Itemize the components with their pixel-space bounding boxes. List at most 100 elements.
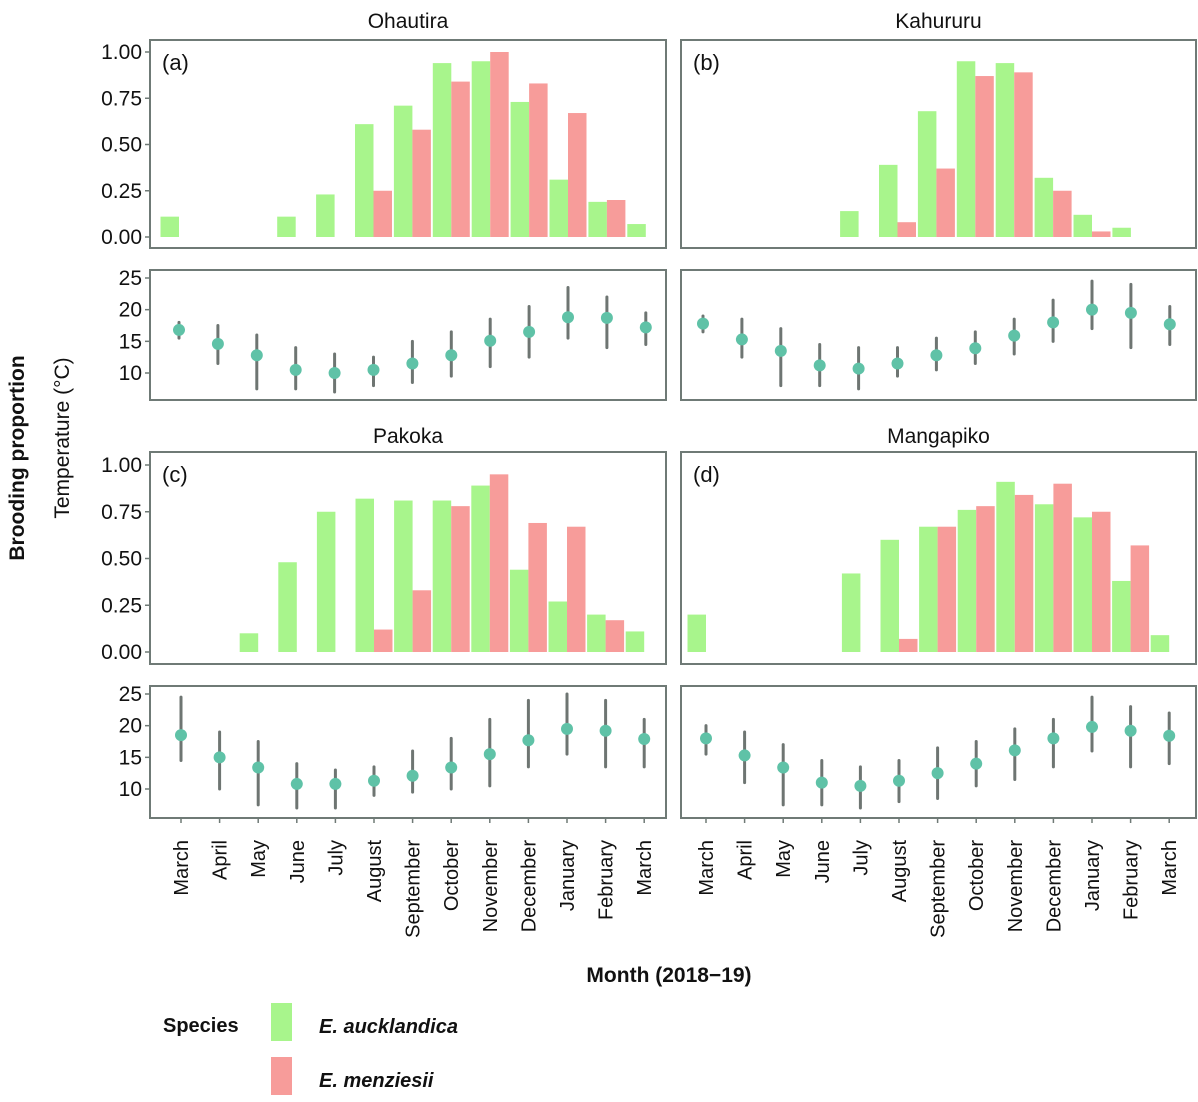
bar-aucklandica — [432, 500, 452, 652]
temperature-y-tick-label: 10 — [119, 362, 142, 385]
temp-mean-point — [969, 342, 982, 355]
month-tick-label: January — [557, 840, 579, 911]
bar-aucklandica — [841, 573, 861, 652]
brooding-y-tick-label: 1.00 — [101, 41, 142, 64]
bar-menziesii — [1130, 545, 1150, 652]
legend-label-menziesii: E. menziesii — [319, 1070, 434, 1092]
temp-mean-point — [1124, 306, 1137, 319]
temp-mean-point — [1008, 329, 1021, 342]
temp-mean-point — [250, 349, 263, 362]
bar-menziesii — [1014, 494, 1034, 652]
temp-mean-point — [445, 761, 458, 774]
bar-aucklandica — [1034, 177, 1054, 237]
temp-mean-point — [329, 777, 342, 790]
month-tick-label: January — [1082, 840, 1104, 911]
bar-aucklandica — [239, 633, 259, 652]
temp-mean-point — [523, 325, 536, 338]
temp-mean-point — [1163, 729, 1176, 742]
month-tick-label: August — [889, 840, 911, 903]
bar-aucklandica — [393, 105, 413, 238]
panel-letter: (c) — [162, 462, 188, 487]
bar-menziesii — [490, 52, 509, 237]
bar-aucklandica — [277, 216, 296, 237]
panel-letter: (b) — [693, 50, 720, 75]
month-tick-label: October — [441, 840, 463, 911]
month-tick-label: October — [966, 840, 988, 911]
temp-mean-point — [639, 321, 652, 334]
temperature-y-tick-label: 25 — [119, 683, 142, 706]
panel-pakoka: Pakoka (c) 0.00 0.25 0.50 0.75 1.00 10 15 20 25 Mar… — [101, 425, 667, 938]
brooding-y-tick-label: 1.00 — [101, 454, 142, 477]
bar-aucklandica — [432, 63, 452, 237]
bar-aucklandica — [917, 111, 937, 237]
temp-mean-point — [815, 776, 828, 789]
bar-aucklandica — [1112, 227, 1131, 237]
month-tick-label: April — [735, 840, 757, 880]
temp-mean-point — [367, 363, 380, 376]
bar-menziesii — [374, 629, 393, 652]
legend-swatch-aucklandica — [271, 1003, 292, 1041]
temp-mean-point — [328, 367, 341, 379]
month-tick-label: August — [364, 840, 386, 903]
temp-mean-point — [777, 761, 790, 774]
temp-mean-point — [175, 729, 187, 742]
temp-mean-point — [891, 357, 904, 370]
month-tick-label: February — [1121, 840, 1143, 920]
month-tick-label: March — [171, 840, 193, 896]
bar-aucklandica — [1034, 504, 1054, 652]
legend-label-aucklandica: E. aucklandica — [319, 1016, 458, 1038]
bar-aucklandica — [316, 511, 336, 652]
temp-mean-point — [930, 349, 943, 362]
bar-menziesii — [1053, 483, 1072, 652]
bar-aucklandica — [355, 498, 374, 652]
bar-aucklandica — [995, 63, 1015, 237]
temp-mean-point — [368, 774, 380, 787]
temp-mean-point — [638, 732, 651, 745]
temperature-y-tick-label: 15 — [119, 746, 142, 769]
bar-aucklandica — [587, 614, 606, 652]
bar-aucklandica — [956, 61, 976, 237]
temp-mean-point — [700, 732, 712, 745]
brooding-y-tick-label: 0.00 — [101, 226, 142, 249]
temp-mean-point — [1047, 732, 1060, 745]
temperature-plot-frame — [680, 269, 1197, 401]
bar-aucklandica — [840, 211, 859, 237]
brooding-y-tick-label: 0.50 — [101, 134, 142, 157]
month-tick-label: September — [928, 840, 950, 938]
bar-aucklandica — [625, 631, 645, 652]
month-tick-label: November — [1005, 840, 1027, 933]
bar-menziesii — [899, 638, 918, 652]
temp-mean-point — [522, 734, 535, 747]
bar-aucklandica — [957, 509, 977, 652]
bar-menziesii — [1053, 190, 1072, 237]
temp-mean-point — [774, 344, 787, 357]
bar-menziesii — [1014, 72, 1033, 237]
bar-aucklandica — [1073, 517, 1092, 652]
bar-menziesii — [975, 76, 994, 237]
temperature-y-tick-label: 25 — [119, 267, 142, 290]
bar-menziesii — [412, 590, 432, 652]
bar-aucklandica — [1073, 214, 1092, 237]
bar-aucklandica — [687, 614, 706, 652]
legend: Species E. aucklandica E. menziesii — [163, 1003, 458, 1095]
bar-menziesii — [568, 113, 587, 237]
temperature-y-tick-label: 15 — [119, 330, 142, 353]
panel-kahururu: Kahururu (b) — [680, 10, 1197, 401]
temp-mean-point — [290, 777, 303, 790]
bar-menziesii — [567, 526, 586, 652]
legend-title: Species — [163, 1015, 239, 1037]
temp-mean-point — [252, 761, 265, 774]
y-label-brooding: Brooding proportion — [6, 355, 29, 560]
temp-mean-point — [738, 749, 751, 762]
temp-mean-point — [1047, 316, 1060, 329]
month-tick-label: December — [1043, 840, 1065, 933]
bar-aucklandica — [996, 481, 1015, 652]
brooding-y-tick-label: 0.50 — [101, 548, 142, 571]
temp-mean-point — [599, 724, 612, 737]
bar-aucklandica — [548, 601, 567, 652]
bar-aucklandica — [880, 539, 899, 652]
month-tick-label: May — [773, 840, 795, 878]
temp-mean-point — [931, 767, 944, 780]
bar-menziesii — [897, 222, 916, 237]
